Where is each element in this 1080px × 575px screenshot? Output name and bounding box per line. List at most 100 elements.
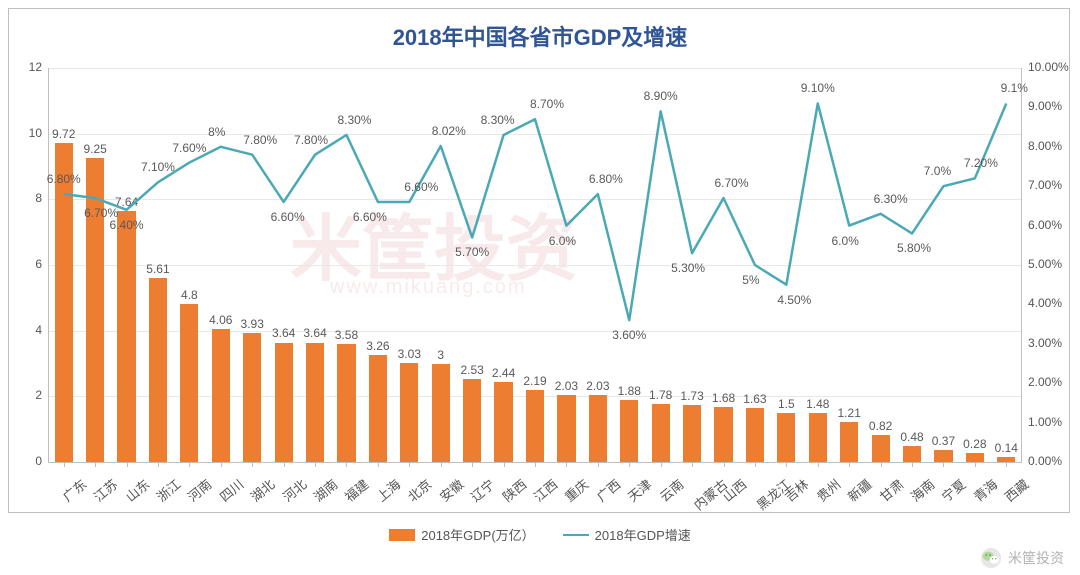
x-tick (975, 462, 976, 467)
line-value-label: 8.30% (337, 113, 371, 127)
bar-value-label: 3.93 (241, 317, 264, 331)
bar-value-label: 1.73 (680, 389, 703, 403)
y-right-tick: 3.00% (1028, 336, 1062, 350)
footer-brand-label: 米筐投资 (1008, 548, 1064, 568)
bar (683, 405, 701, 462)
x-tick (755, 462, 756, 467)
x-tick (284, 462, 285, 467)
x-tick (95, 462, 96, 467)
line-value-label: 3.60% (612, 328, 646, 342)
bar (55, 143, 73, 462)
y-left-tick: 10 (8, 126, 42, 140)
x-tick (1006, 462, 1007, 467)
x-tick (221, 462, 222, 467)
y-left-tick: 4 (8, 323, 42, 337)
line-value-label: 6.0% (549, 234, 576, 248)
legend: 2018年GDP(万亿） 2018年GDP增速 (0, 525, 1080, 544)
y-left-tick: 8 (8, 191, 42, 205)
bar (337, 344, 355, 462)
bar (557, 395, 575, 462)
bar-value-label: 0.28 (963, 437, 986, 451)
bar-value-label: 1.63 (743, 392, 766, 406)
y-right-tick: 1.00% (1028, 415, 1062, 429)
y-right-tick: 0.00% (1028, 454, 1062, 468)
legend-swatch-bar (389, 529, 415, 541)
x-tick (127, 462, 128, 467)
bar (903, 446, 921, 462)
bar (809, 413, 827, 462)
line-value-label: 7.10% (141, 160, 175, 174)
line-value-label: 5.30% (671, 261, 705, 275)
bar (149, 278, 167, 462)
y-right-tick: 5.00% (1028, 257, 1062, 271)
x-tick (409, 462, 410, 467)
line-value-label: 5% (742, 273, 759, 287)
bar (494, 382, 512, 462)
bar-value-label: 3.58 (335, 328, 358, 342)
y-right-tick: 9.00% (1028, 99, 1062, 113)
bar (714, 407, 732, 462)
line-value-label: 6.80% (47, 172, 81, 186)
legend-label: 2018年GDP(万亿） (421, 525, 534, 544)
bar-value-label: 9.25 (83, 142, 106, 156)
x-tick (252, 462, 253, 467)
x-tick (661, 462, 662, 467)
bar (180, 304, 198, 462)
line-value-label: 6.30% (874, 192, 908, 206)
y-left-tick: 2 (8, 388, 42, 402)
footer-brand: 米筐投资 (980, 547, 1064, 569)
y-right-tick: 2.00% (1028, 375, 1062, 389)
bar (777, 413, 795, 462)
line-value-label: 4.50% (777, 293, 811, 307)
bar (620, 400, 638, 462)
line-value-label: 7.60% (172, 141, 206, 155)
bar-value-label: 7.64 (115, 195, 138, 209)
legend-item: 2018年GDP增速 (563, 525, 691, 544)
line-value-label: 6.40% (110, 218, 144, 232)
line-value-label: 7.0% (924, 164, 951, 178)
x-tick (943, 462, 944, 467)
grid-line (48, 68, 1022, 69)
bar (966, 453, 984, 462)
x-tick (724, 462, 725, 467)
line-value-label: 7.20% (964, 156, 998, 170)
x-tick (912, 462, 913, 467)
x-tick (189, 462, 190, 467)
wechat-icon (980, 547, 1002, 569)
bar-value-label: 4.8 (181, 288, 198, 302)
bar-value-label: 3.03 (398, 347, 421, 361)
bar (275, 343, 293, 463)
x-tick (692, 462, 693, 467)
bar-value-label: 2.44 (492, 366, 515, 380)
bar (369, 355, 387, 462)
x-tick (598, 462, 599, 467)
x-tick (472, 462, 473, 467)
y-right-tick: 8.00% (1028, 139, 1062, 153)
line-value-label: 7.80% (294, 133, 328, 147)
y-right-tick: 4.00% (1028, 296, 1062, 310)
bar-value-label: 1.48 (806, 397, 829, 411)
legend-item: 2018年GDP(万亿） (389, 525, 534, 544)
bar (840, 422, 858, 462)
y-axis-left (48, 68, 49, 462)
line-value-label: 5.70% (455, 245, 489, 259)
x-tick (786, 462, 787, 467)
x-tick (441, 462, 442, 467)
bar-value-label: 2.03 (586, 379, 609, 393)
line-value-label: 5.80% (897, 241, 931, 255)
bar (746, 408, 764, 462)
chart-title: 2018年中国各省市GDP及增速 (0, 20, 1080, 52)
line-value-label: 8.70% (530, 97, 564, 111)
bar (872, 435, 890, 462)
bar (243, 333, 261, 462)
bar-value-label: 5.61 (146, 262, 169, 276)
bar (934, 450, 952, 462)
x-tick (566, 462, 567, 467)
line-value-label: 9.10% (801, 81, 835, 95)
line-value-label: 6.80% (589, 172, 623, 186)
bar-value-label: 3.64 (303, 326, 326, 340)
bar-value-label: 0.14 (995, 441, 1018, 455)
line-value-label: 9.1% (1001, 81, 1028, 95)
x-tick (158, 462, 159, 467)
bar-value-label: 2.03 (555, 379, 578, 393)
